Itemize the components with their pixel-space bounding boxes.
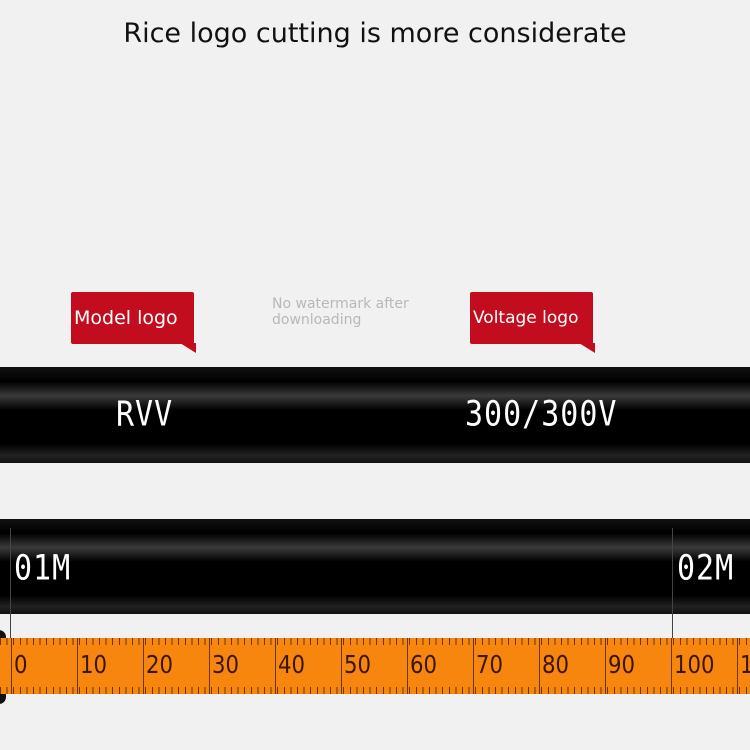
cable-top: RVV 300/300V (0, 367, 750, 463)
tape-label: 0 (14, 650, 28, 679)
meter-mark-1: 01M (14, 548, 72, 589)
meter-mark-2: 02M (677, 548, 735, 589)
voltage-logo-callout: Voltage logo (470, 292, 595, 353)
watermark-line-1: No watermark after (272, 296, 409, 312)
measuring-tape: 0 10 20 30 40 50 60 70 80 90 100 1 (0, 638, 750, 694)
cut-line-2 (672, 528, 673, 640)
cable-bottom: 01M 02M (0, 519, 750, 614)
cut-line-1 (10, 528, 11, 640)
tape-major-tick (539, 638, 540, 694)
model-logo-label: Model logo (74, 307, 178, 329)
tape-major-tick (671, 638, 672, 694)
tape-label: 1 (740, 650, 750, 679)
tape-label: 20 (146, 650, 174, 679)
headline: Rice logo cutting is more considerate (123, 18, 627, 49)
watermark-note: No watermark after downloading (272, 296, 409, 328)
watermark-line-2: downloading (272, 312, 362, 328)
tape-label: 50 (344, 650, 372, 679)
tape-major-tick (473, 638, 474, 694)
tape-minor-ticks-bottom (0, 687, 750, 694)
tape-major-tick (341, 638, 342, 694)
tape-label: 100 (674, 650, 715, 679)
voltage-logo-label: Voltage logo (473, 308, 579, 328)
tape-label: 30 (212, 650, 240, 679)
tape-label: 60 (410, 650, 438, 679)
model-print: RVV (116, 394, 174, 435)
tape-label: 90 (608, 650, 636, 679)
tape-major-tick (11, 638, 12, 694)
tape-label: 10 (80, 650, 108, 679)
model-logo-callout: Model logo (71, 292, 196, 353)
tape-label: 70 (476, 650, 504, 679)
voltage-print: 300/300V (465, 394, 618, 435)
tape-label: 40 (278, 650, 306, 679)
tape-label: 80 (542, 650, 570, 679)
tape-major-tick (407, 638, 408, 694)
tape-major-tick (737, 638, 738, 694)
tape-major-tick (143, 638, 144, 694)
tape-major-tick (77, 638, 78, 694)
tape-minor-ticks-top (0, 638, 750, 645)
tape-major-tick (209, 638, 210, 694)
tape-major-tick (275, 638, 276, 694)
tape-major-tick (605, 638, 606, 694)
